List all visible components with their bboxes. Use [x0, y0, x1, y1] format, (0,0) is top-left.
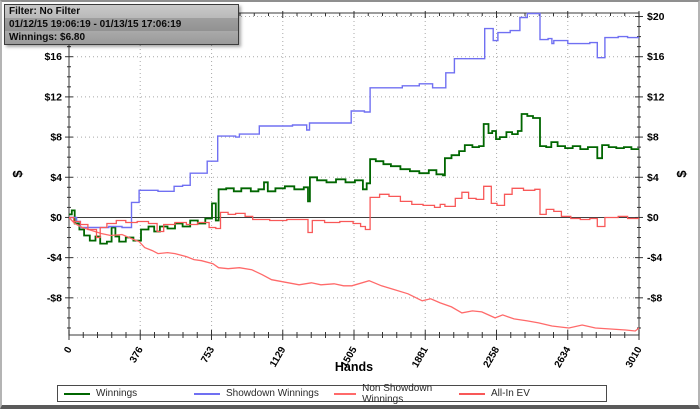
y-tick-label-right: -$8: [647, 292, 662, 304]
x-axis-title: Hands: [335, 360, 373, 374]
all-in-ev-line-swatch: [459, 392, 485, 395]
y-tick-label-right: $12: [647, 91, 665, 103]
y-axis-title-right: $: [674, 170, 689, 178]
legend-label: Non Showdown Winnings: [362, 382, 433, 405]
chart-area: -$8 -$8 -$4 -$4 $0 $0 $4 $4 $8 $8 $12 $12 $16 $16 $20 $…: [2, 2, 698, 380]
y-tick-label-right: $8: [647, 132, 659, 144]
filter-info-box: Filter: No Filter 01/12/15 19:06:19 - 01…: [4, 4, 239, 45]
y-tick-label-left: $12: [44, 91, 62, 103]
y-tick-label-right: $4: [647, 172, 659, 184]
y-tick-label-left: -$8: [47, 292, 62, 304]
y-tick-label-right: $20: [647, 11, 665, 23]
y-tick-label-left: $16: [44, 51, 62, 63]
y-tick-label-right: $0: [647, 212, 659, 224]
x-tick-label: 0: [62, 345, 75, 356]
x-tick-label: 1129: [268, 345, 289, 370]
y-tick-label-right: $16: [647, 51, 665, 63]
legend-item-all-in-ev: All-In EV: [459, 388, 530, 399]
x-tick-label: 2634: [553, 345, 574, 370]
series-line-non-showdown-winnings: [69, 217, 639, 332]
series-line-all-in-ev: [69, 185, 639, 239]
filter-label: Filter: No Filter: [9, 6, 81, 17]
winnings-total-label: Winnings: $6.80: [9, 32, 86, 43]
non-showdown-line-swatch: [334, 392, 357, 395]
legend-item-non-showdown-winnings: Non Showdown Winnings: [334, 383, 459, 405]
x-tick-label: 376: [128, 345, 146, 365]
y-axis-title-left: $: [10, 170, 25, 178]
x-tick-label: 2258: [482, 345, 503, 370]
chart-legend: Winnings Showdown Winnings Non Showdown …: [57, 383, 607, 405]
x-tick-label: 1881: [410, 345, 431, 370]
legend-label: Showdown Winnings: [226, 388, 319, 399]
chart-canvas: -$8 -$8 -$4 -$4 $0 $0 $4 $4 $8 $8 $12 $12 $16 $16 $20 $…: [10, 11, 689, 374]
y-tick-label-right: -$4: [647, 252, 662, 264]
legend-label: All-In EV: [491, 388, 530, 399]
legend-label: Winnings: [96, 388, 138, 399]
x-tick-label: 753: [199, 345, 217, 365]
legend-item-winnings: Winnings: [64, 388, 194, 399]
y-tick-label-left: $8: [50, 132, 62, 144]
legend-item-showdown-winnings: Showdown Winnings: [194, 388, 334, 399]
series-line-showdown-winnings: [69, 12, 639, 229]
y-tick-label-left: -$4: [47, 252, 62, 264]
series-line-winnings: [69, 113, 639, 245]
y-tick-label-left: $0: [50, 212, 62, 224]
showdown-line-swatch: [194, 392, 220, 395]
date-range-label: 01/12/15 19:06:19 - 01/13/15 17:06:19: [5, 18, 238, 31]
x-tick-label: 3010: [624, 345, 645, 370]
y-tick-label-left: $4: [50, 172, 62, 184]
winnings-line-swatch: [64, 392, 90, 395]
